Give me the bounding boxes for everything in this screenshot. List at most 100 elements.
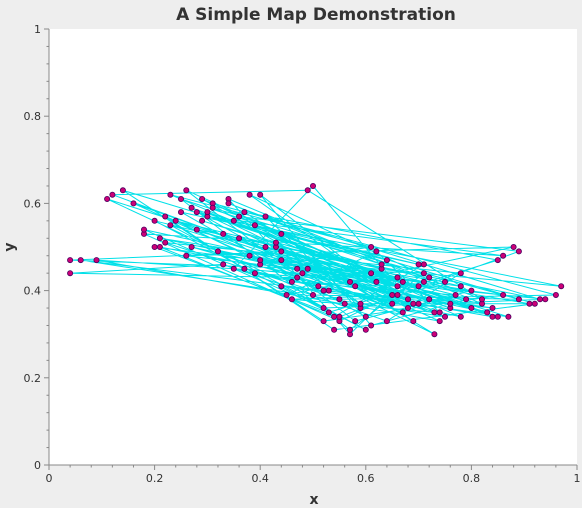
data-point — [410, 300, 417, 307]
data-point — [294, 274, 301, 281]
data-point — [236, 213, 243, 220]
data-point — [167, 191, 174, 198]
data-point — [294, 265, 301, 272]
data-point — [204, 209, 211, 216]
y-tick-label: 0.2 — [24, 372, 42, 385]
data-point — [383, 257, 390, 264]
data-point — [278, 248, 285, 255]
data-point — [431, 309, 438, 316]
data-point — [220, 261, 227, 268]
data-point — [426, 296, 433, 303]
data-point — [552, 291, 559, 298]
data-point — [357, 300, 364, 307]
data-point — [188, 243, 195, 250]
y-axis: 0 0.2 0.4 0.6 0.8 1 — [24, 23, 50, 472]
data-point — [320, 318, 327, 325]
data-point — [336, 296, 343, 303]
data-point — [394, 283, 401, 290]
x-axis: 0 0.2 0.4 0.6 0.8 1 — [46, 464, 581, 485]
x-axis-label: x — [309, 492, 318, 508]
data-point — [246, 191, 253, 198]
data-point — [177, 209, 184, 216]
data-point — [183, 252, 190, 259]
x-tick-label: 0.6 — [357, 472, 375, 485]
data-point — [389, 291, 396, 298]
data-point — [93, 257, 100, 264]
data-point — [452, 291, 459, 298]
data-point — [457, 313, 464, 320]
data-point — [368, 322, 375, 329]
data-point — [241, 265, 248, 272]
data-point — [77, 257, 84, 264]
y-tick-label: 0.6 — [24, 197, 42, 210]
data-point — [399, 278, 406, 285]
data-point — [389, 300, 396, 307]
data-point — [283, 291, 290, 298]
data-point — [304, 265, 311, 272]
data-point — [500, 291, 507, 298]
data-point — [404, 296, 411, 303]
data-point — [331, 313, 338, 320]
data-point — [346, 278, 353, 285]
data-point — [420, 270, 427, 277]
data-point — [119, 187, 126, 194]
data-point — [489, 313, 496, 320]
data-point — [315, 283, 322, 290]
data-point — [162, 239, 169, 246]
data-point — [431, 331, 438, 338]
data-point — [436, 318, 443, 325]
y-tick-label: 0 — [34, 459, 41, 472]
data-point — [251, 270, 258, 277]
data-point — [177, 195, 184, 202]
data-point — [309, 182, 316, 189]
data-point — [441, 278, 448, 285]
data-point — [288, 278, 295, 285]
data-point — [494, 257, 501, 264]
series-line — [69, 185, 562, 335]
data-point — [436, 309, 443, 316]
data-point — [484, 309, 491, 316]
data-point — [373, 278, 380, 285]
data-point — [183, 187, 190, 194]
data-point — [447, 300, 454, 307]
data-point — [257, 191, 264, 198]
data-point — [468, 287, 475, 294]
data-point — [193, 209, 200, 216]
data-point — [199, 217, 206, 224]
x-tick-label: 1 — [574, 472, 581, 485]
data-point — [394, 274, 401, 281]
data-point — [156, 235, 163, 242]
data-point — [130, 200, 137, 207]
data-point — [325, 287, 332, 294]
data-point — [415, 261, 422, 268]
data-point — [278, 230, 285, 237]
data-point — [272, 239, 279, 246]
data-point — [151, 217, 158, 224]
series-lines — [69, 185, 562, 335]
data-point — [230, 265, 237, 272]
data-point — [325, 309, 332, 316]
data-point — [299, 270, 306, 277]
data-point — [394, 291, 401, 298]
data-point — [209, 204, 216, 211]
data-point — [463, 296, 470, 303]
data-point — [309, 291, 316, 298]
data-point — [494, 313, 501, 320]
data-point — [526, 300, 533, 307]
chart-title: A Simple Map Demonstration — [176, 5, 456, 25]
data-point — [362, 313, 369, 320]
series-markers — [67, 182, 565, 338]
data-point — [420, 278, 427, 285]
data-point — [505, 313, 512, 320]
data-point — [320, 304, 327, 311]
data-point — [278, 283, 285, 290]
data-point — [172, 217, 179, 224]
data-point — [251, 222, 258, 229]
data-point — [478, 296, 485, 303]
x-tick-label: 0.2 — [146, 472, 164, 485]
data-point — [140, 226, 147, 233]
y-tick-label: 0.8 — [24, 110, 42, 123]
data-point — [262, 213, 269, 220]
data-point — [241, 209, 248, 216]
data-point — [104, 195, 111, 202]
